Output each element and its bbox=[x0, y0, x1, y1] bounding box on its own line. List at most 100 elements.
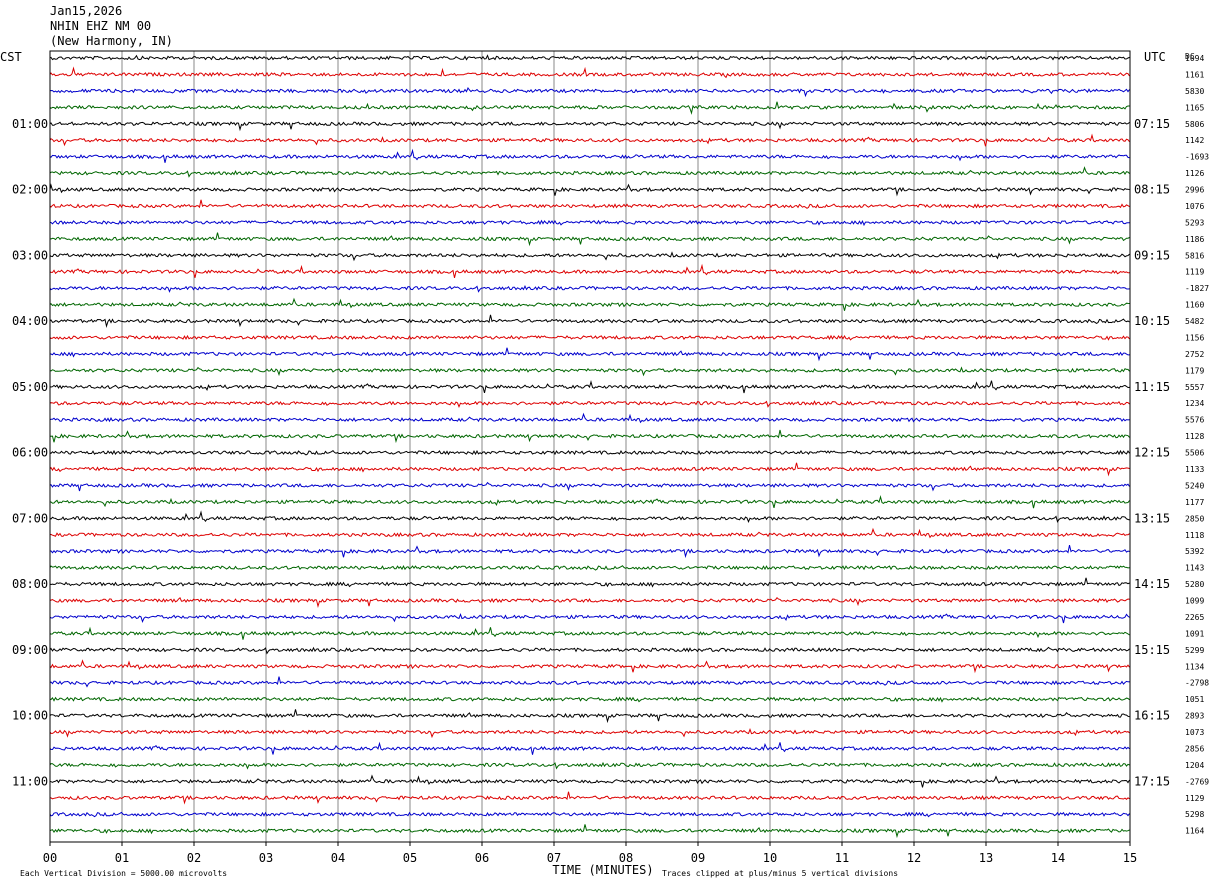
x-tick-label: 01 bbox=[115, 851, 129, 865]
trace-line bbox=[49, 285, 1130, 293]
hour-label-left: 01:00 bbox=[12, 117, 48, 131]
dc-offset-label: 5506 bbox=[1185, 449, 1204, 458]
dc-offset-label: 1164 bbox=[1185, 827, 1204, 836]
trace-line bbox=[49, 596, 1130, 608]
trace-line bbox=[49, 761, 1130, 770]
dc-offset-label: 1179 bbox=[1185, 366, 1204, 375]
dc-offset-label: 1177 bbox=[1185, 498, 1204, 507]
dc-offset-label: 5280 bbox=[1185, 580, 1204, 589]
hour-label-right: 07:15 bbox=[1134, 117, 1170, 131]
hour-label-left: 11:00 bbox=[12, 774, 48, 788]
dc-offset-label: 5576 bbox=[1185, 416, 1204, 425]
trace-line bbox=[49, 314, 1130, 328]
x-tick-label: 05 bbox=[403, 851, 417, 865]
trace-line bbox=[49, 676, 1130, 688]
dc-offset-label: 1204 bbox=[1185, 761, 1204, 770]
hour-label-right: 09:15 bbox=[1134, 248, 1170, 262]
dc-offset-label: 5293 bbox=[1185, 218, 1204, 227]
dc-offset-label: -2798 bbox=[1185, 679, 1209, 688]
hour-label-right: 11:15 bbox=[1134, 380, 1170, 394]
x-tick-label: 11 bbox=[835, 851, 849, 865]
hour-label-left: 04:00 bbox=[12, 314, 48, 328]
axis-labels: 01:00 02:00 03:00 04:00 05:00 06:00 07:00 08:00… bbox=[12, 54, 1209, 865]
x-tick-label: 00 bbox=[43, 851, 57, 865]
trace-line bbox=[49, 741, 1130, 755]
x-axis-title: TIME (MINUTES) bbox=[552, 863, 653, 877]
x-tick-label: 06 bbox=[475, 851, 489, 865]
trace-line bbox=[49, 183, 1130, 197]
trace-line bbox=[49, 577, 1130, 588]
hour-label-right: 17:15 bbox=[1134, 774, 1170, 788]
trace-line bbox=[49, 297, 1130, 311]
x-tick-label: 04 bbox=[331, 851, 345, 865]
dc-offset-label: 2996 bbox=[1185, 186, 1204, 195]
x-tick-label: 14 bbox=[1051, 851, 1065, 865]
dc-offset-label: 1142 bbox=[1185, 136, 1204, 145]
trace-line bbox=[49, 251, 1130, 262]
dc-offset-label: 1051 bbox=[1185, 695, 1204, 704]
hour-label-left: 07:00 bbox=[12, 511, 48, 525]
x-tick-label: 03 bbox=[259, 851, 273, 865]
trace-line bbox=[49, 811, 1130, 818]
dc-offset-label: 5392 bbox=[1185, 547, 1204, 556]
x-tick-label: 12 bbox=[907, 851, 921, 865]
dc-offset-label: 1160 bbox=[1185, 301, 1204, 310]
right-timezone-label: UTC bbox=[1144, 50, 1166, 64]
trace-line bbox=[49, 101, 1130, 115]
dc-offset-label: 5557 bbox=[1185, 383, 1204, 392]
trace-line bbox=[49, 659, 1130, 674]
trace-line bbox=[49, 429, 1130, 444]
hour-label-left: 05:00 bbox=[12, 380, 48, 394]
trace-line bbox=[49, 380, 1130, 394]
hour-label-right: 08:15 bbox=[1134, 183, 1170, 197]
dc-offset-label: 2265 bbox=[1185, 613, 1204, 622]
trace-line bbox=[49, 133, 1130, 147]
x-tick-label: 13 bbox=[979, 851, 993, 865]
dc-offset-label: 1133 bbox=[1185, 465, 1204, 474]
dc-offset-label: 5816 bbox=[1185, 251, 1204, 260]
trace-line bbox=[49, 232, 1130, 247]
time-grid bbox=[121, 51, 1059, 842]
trace-line bbox=[49, 564, 1130, 571]
trace-line bbox=[49, 728, 1130, 739]
dc-offset-label: 1156 bbox=[1185, 334, 1204, 343]
x-tick-label: 07 bbox=[547, 851, 561, 865]
header-location: (New Harmony, IN) bbox=[50, 34, 173, 48]
dc-offset-label: 2893 bbox=[1185, 712, 1204, 721]
trace-line bbox=[49, 199, 1130, 209]
hour-label-right: 14:15 bbox=[1134, 577, 1170, 591]
trace-line bbox=[49, 54, 1130, 61]
trace-line bbox=[49, 791, 1130, 805]
trace-line bbox=[49, 148, 1130, 163]
dc-header-label: DC bbox=[1185, 52, 1195, 61]
dc-offset-label: -1827 bbox=[1185, 284, 1209, 293]
dc-offset-label: 5806 bbox=[1185, 120, 1204, 129]
hour-label-right: 16:15 bbox=[1134, 709, 1170, 723]
trace-line bbox=[49, 527, 1130, 539]
dc-offset-label: 1094 bbox=[1185, 54, 1204, 63]
dc-offset-label: 1128 bbox=[1185, 432, 1204, 441]
dc-offset-label: 1165 bbox=[1185, 103, 1204, 112]
x-tick-label: 02 bbox=[187, 851, 201, 865]
trace-line bbox=[49, 219, 1130, 227]
dc-offset-label: 2850 bbox=[1185, 514, 1204, 523]
hour-label-left: 06:00 bbox=[12, 446, 48, 460]
trace-line bbox=[49, 646, 1130, 655]
trace-line bbox=[49, 120, 1130, 132]
hour-label-left: 08:00 bbox=[12, 577, 48, 591]
trace-line bbox=[49, 400, 1130, 409]
dc-offset-label: 1129 bbox=[1185, 794, 1204, 803]
hour-label-right: 13:15 bbox=[1134, 511, 1170, 525]
dc-offset-label: 1234 bbox=[1185, 399, 1204, 408]
hour-label-right: 15:15 bbox=[1134, 643, 1170, 657]
trace-line bbox=[49, 709, 1130, 724]
trace-line bbox=[49, 626, 1130, 640]
hour-label-right: 12:15 bbox=[1134, 446, 1170, 460]
header-date: Jan15,2026 bbox=[50, 4, 123, 18]
dc-offset-label: 1073 bbox=[1185, 728, 1204, 737]
dc-offset-label: 5298 bbox=[1185, 810, 1204, 819]
dc-offset-label: 1186 bbox=[1185, 235, 1204, 244]
trace-line bbox=[49, 544, 1130, 559]
trace-line bbox=[49, 347, 1130, 362]
x-tick-label: 08 bbox=[619, 851, 633, 865]
